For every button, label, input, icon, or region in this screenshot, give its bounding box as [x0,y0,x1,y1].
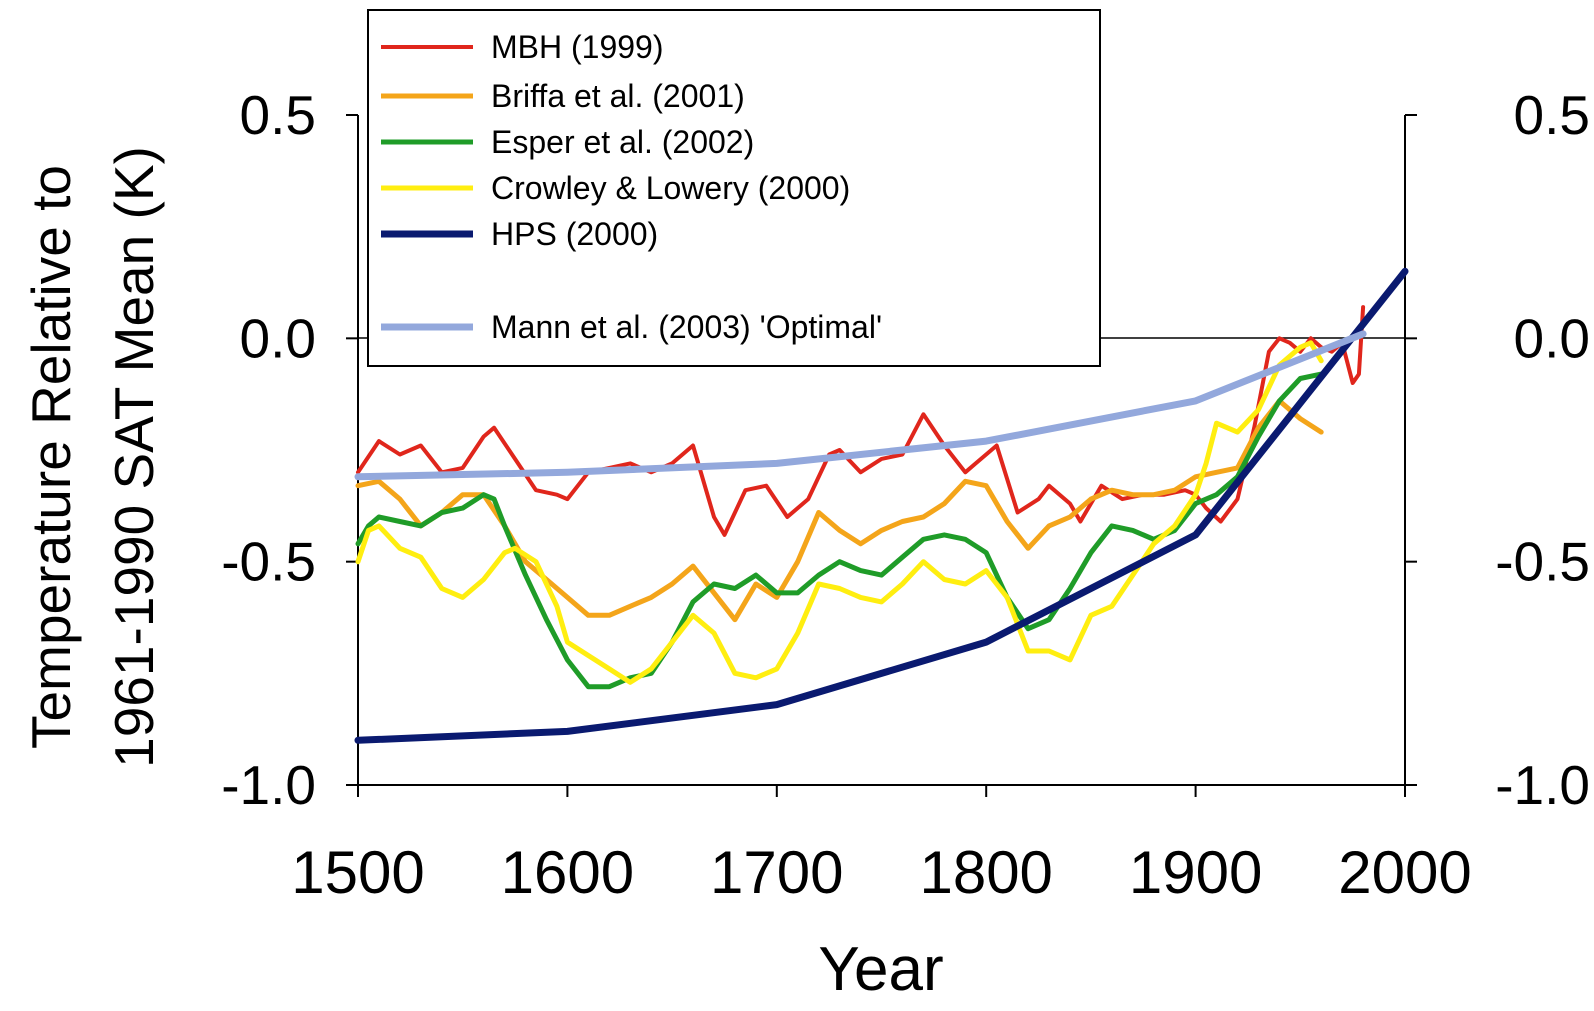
x-tick-label: 1600 [501,839,634,906]
series-lines [354,267,1409,744]
series-line-3 [355,371,1324,690]
y-axis-title-line2: 1961-1990 SAT Mean (K) [103,146,165,768]
legend: MBH (1999) Briffa et al. (2001) Esper et a… [367,9,1101,367]
legend-label: MBH (1999) [491,29,664,65]
series-line-4 [355,340,1324,685]
x-tick-label: 1900 [1129,839,1262,906]
x-tick-label: 1700 [710,839,843,906]
y-tick-label: -1.0 [221,754,316,816]
x-tick-label: 1800 [919,839,1052,906]
y-axis-title-line1: Temperature Relative to [20,165,82,749]
right-y-tick-label: -0.5 [1495,531,1590,593]
legend-box [367,9,1101,367]
legend-label: Briffa et al. (2001) [491,78,745,114]
series-line-1 [356,305,1366,537]
y-tick-label: 0.0 [240,307,316,369]
series-line-5 [354,267,1409,744]
right-y-tick-label: 0.5 [1514,84,1590,146]
series-line-6 [354,330,1367,481]
y-tick-label: -0.5 [221,531,316,593]
x-tick-label: 1500 [291,839,424,906]
legend-label: Crowley & Lowery (2000) [491,170,850,206]
ticks: 1500 1600 1700 1800 1900 2000 0.5 0.0 -0.5 -1.0 0.… [221,84,1590,906]
y-tick-label: 0.5 [240,84,316,146]
legend-label: HPS (2000) [491,216,658,252]
legend-label: Mann et al. (2003) 'Optimal' [491,309,882,345]
right-y-tick-label: 0.0 [1514,307,1590,369]
right-y-tick-label: -1.0 [1495,754,1590,816]
legend-label: Esper et al. (2002) [491,124,754,160]
x-axis-title: Year [818,935,943,1004]
x-tick-label: 2000 [1338,839,1471,906]
